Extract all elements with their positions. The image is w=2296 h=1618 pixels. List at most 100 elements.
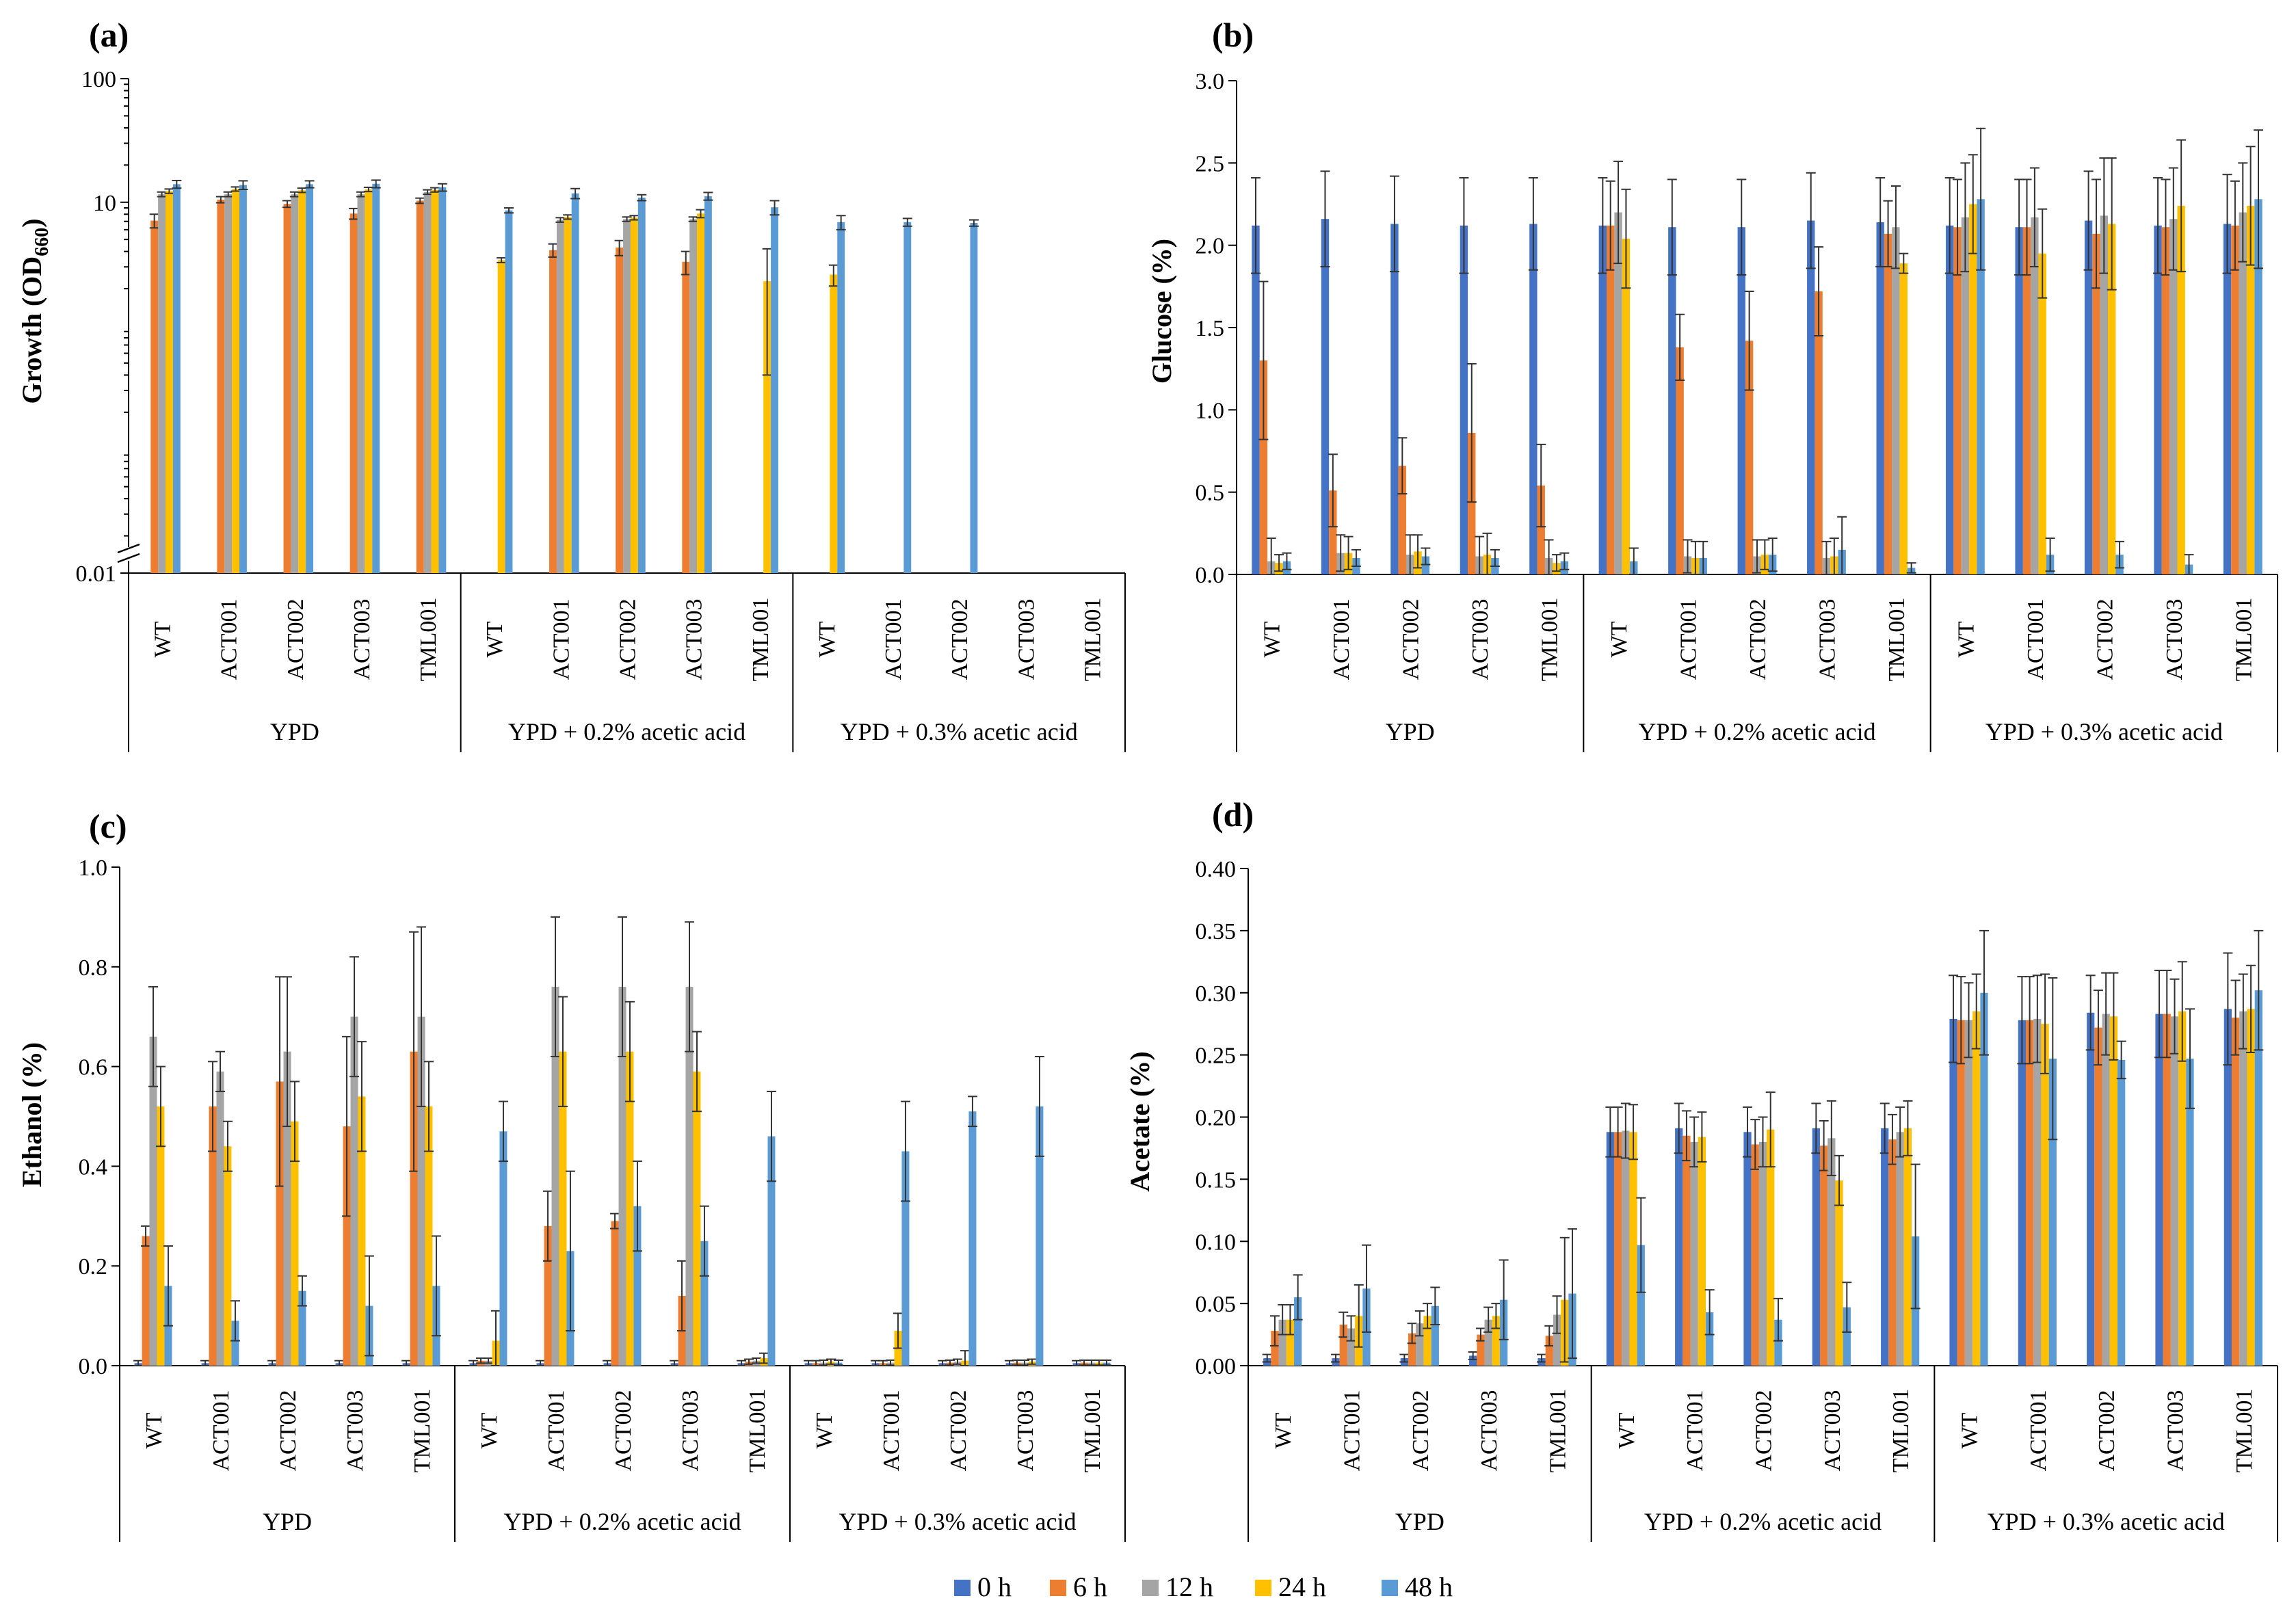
- x-tick-label: TML001: [1080, 1389, 1105, 1473]
- bar: [633, 1206, 642, 1366]
- bar: [1329, 490, 1337, 574]
- bar: [1529, 224, 1538, 574]
- panel-label: (b): [1212, 16, 1254, 54]
- y-tick-label: 0.25: [1196, 1044, 1237, 1069]
- bar: [970, 223, 978, 573]
- bar: [1259, 360, 1268, 574]
- y-tick-label: 100: [81, 67, 116, 92]
- bar: [423, 191, 432, 574]
- legend-swatch: [954, 1580, 971, 1596]
- bar: [1408, 1333, 1416, 1366]
- bar: [158, 194, 166, 573]
- bar: [166, 191, 173, 574]
- bar: [1637, 1245, 1645, 1366]
- x-tick-label: WT: [150, 621, 176, 657]
- x-tick-label: ACT003: [1815, 599, 1840, 680]
- group-label: YPD + 0.2% acetic acid: [1638, 718, 1875, 745]
- x-tick-label: WT: [477, 1412, 502, 1448]
- panel-d: (d) Acetate (%) 0.00 0.05 0.10 0.15 0.20 0.25…: [1124, 795, 2278, 1542]
- bar: [1706, 1312, 1714, 1366]
- bar: [771, 207, 778, 573]
- bar: [298, 190, 306, 573]
- bar: [1767, 1129, 1775, 1366]
- bar: [611, 1221, 619, 1366]
- bar: [2254, 990, 2262, 1366]
- x-tick-label: ACT003: [349, 599, 375, 680]
- bar: [283, 1051, 291, 1366]
- y-tick-label: 0.0: [79, 1354, 108, 1379]
- bar: [830, 274, 838, 573]
- x-tick-label: ACT002: [1745, 599, 1771, 680]
- bar: [637, 197, 646, 573]
- y-tick-label: 0.05: [1196, 1292, 1237, 1317]
- x-tick-label: WT: [812, 1412, 837, 1448]
- bar: [1876, 222, 1884, 574]
- y-tick-label: 0.8: [79, 955, 108, 981]
- bar: [1421, 556, 1430, 574]
- bar: [1347, 1328, 1356, 1366]
- x-tick-label: ACT002: [1399, 599, 1424, 680]
- group-label: YPD: [1395, 1508, 1444, 1535]
- bar: [1676, 347, 1684, 574]
- bar: [2223, 224, 2232, 574]
- bar: [1698, 1137, 1706, 1366]
- x-tick-label: ACT001: [544, 1390, 569, 1472]
- bar: [505, 210, 513, 573]
- bar: [2084, 220, 2093, 575]
- bar: [1622, 239, 1631, 574]
- bar: [417, 1016, 425, 1366]
- y-tick-label: 1.0: [1196, 398, 1225, 423]
- bar: [767, 1136, 776, 1366]
- group-label: YPD + 0.3% acetic acid: [1988, 1508, 2225, 1535]
- bar: [2186, 1059, 2194, 1366]
- group-label: YPD: [270, 718, 319, 745]
- bar: [571, 193, 579, 573]
- bar: [1949, 1018, 1957, 1366]
- bar: [410, 1051, 418, 1366]
- group-label: YPD + 0.2% acetic acid: [1644, 1508, 1882, 1535]
- y-axis-label: Glucose (%): [1146, 239, 1177, 384]
- legend-label: 12 h: [1165, 1571, 1213, 1602]
- bar: [763, 281, 771, 573]
- y-tick-label: 0.10: [1196, 1230, 1237, 1255]
- bar: [2108, 224, 2116, 574]
- bar: [306, 184, 314, 573]
- bar: [2231, 225, 2239, 574]
- bar: [700, 1241, 709, 1366]
- group-label: YPD + 0.2% acetic acid: [508, 718, 745, 745]
- bar: [1737, 227, 1745, 574]
- bar: [2155, 1013, 2163, 1366]
- legend-label: 6 h: [1073, 1571, 1107, 1602]
- bar: [1622, 1130, 1630, 1366]
- bar: [357, 194, 365, 573]
- bar: [556, 220, 564, 574]
- bar: [689, 219, 698, 573]
- bar: [1675, 1128, 1683, 1366]
- bar: [438, 187, 447, 573]
- bar: [1668, 227, 1676, 574]
- bar: [231, 1321, 239, 1366]
- y-tick-label: 0.35: [1196, 919, 1237, 944]
- y-tick-label: 0.00: [1196, 1354, 1237, 1379]
- bar: [2041, 1024, 2049, 1366]
- legend-label: 48 h: [1405, 1571, 1453, 1602]
- bar: [1553, 1314, 1561, 1366]
- x-tick-label: ACT003: [682, 599, 707, 680]
- y-tick-label: 1.0: [79, 856, 108, 881]
- y-tick-label: 0.5: [1196, 481, 1225, 506]
- bar: [1545, 1336, 1553, 1366]
- x-tick-label: ACT002: [2092, 599, 2117, 680]
- x-tick-label: ACT001: [1340, 1390, 1365, 1472]
- y-tick-label: 1.5: [1196, 316, 1225, 341]
- x-tick-label: WT: [1271, 1412, 1296, 1448]
- x-tick-label: ACT002: [616, 599, 641, 680]
- bar: [1751, 1144, 1759, 1366]
- bar: [1431, 1305, 1439, 1366]
- bar: [2092, 233, 2100, 574]
- x-tick-label: WT: [1260, 621, 1285, 657]
- x-tick-label: ACT001: [1676, 599, 1702, 680]
- bar: [1980, 992, 1988, 1366]
- x-tick-label: ACT003: [1013, 1390, 1038, 1472]
- bar: [2231, 1018, 2240, 1366]
